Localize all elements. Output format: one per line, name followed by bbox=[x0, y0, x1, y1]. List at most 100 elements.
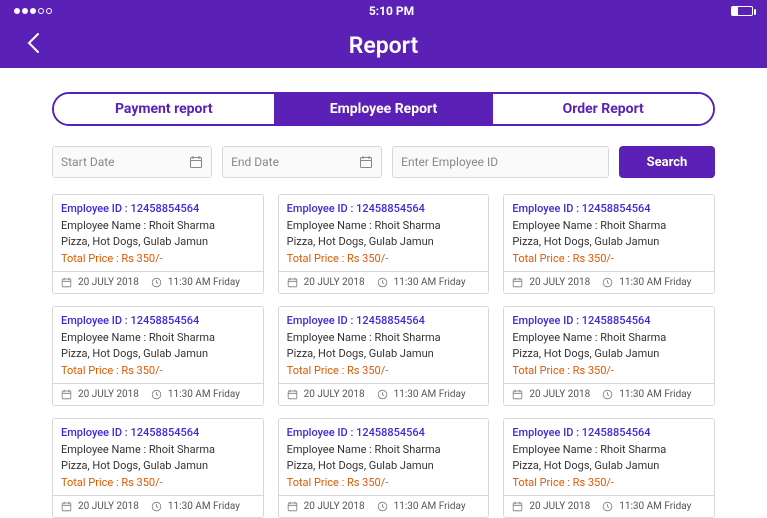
employee-id-line: Employee ID : 12458854564 bbox=[61, 201, 255, 218]
total-price-line: Total Price : Rs 350/- bbox=[287, 251, 481, 268]
calendar-icon bbox=[287, 277, 298, 288]
card-time: 11:30 AM Friday bbox=[394, 499, 466, 514]
items-line: Pizza, Hot Dogs, Gulab Jamun bbox=[61, 234, 255, 251]
calendar-icon bbox=[512, 389, 523, 400]
report-card[interactable]: Employee ID : 12458854564Employee Name :… bbox=[503, 418, 715, 518]
card-time: 11:30 AM Friday bbox=[168, 275, 240, 290]
employee-id-line: Employee ID : 12458854564 bbox=[512, 201, 706, 218]
card-date: 20 JULY 2018 bbox=[529, 499, 590, 514]
tab-order-report[interactable]: Order Report bbox=[493, 94, 713, 124]
total-price-line: Total Price : Rs 350/- bbox=[287, 475, 481, 492]
report-card[interactable]: Employee ID : 12458854564Employee Name :… bbox=[52, 194, 264, 294]
start-date-input[interactable]: Start Date bbox=[52, 146, 212, 178]
report-card[interactable]: Employee ID : 12458854564Employee Name :… bbox=[52, 306, 264, 406]
clock-icon bbox=[151, 501, 162, 512]
card-time: 11:30 AM Friday bbox=[168, 499, 240, 514]
card-date: 20 JULY 2018 bbox=[529, 387, 590, 402]
card-date: 20 JULY 2018 bbox=[304, 387, 365, 402]
card-footer: 20 JULY 2018 11:30 AM Friday bbox=[504, 383, 714, 405]
total-price-line: Total Price : Rs 350/- bbox=[287, 363, 481, 380]
items-line: Pizza, Hot Dogs, Gulab Jamun bbox=[61, 346, 255, 363]
items-line: Pizza, Hot Dogs, Gulab Jamun bbox=[287, 234, 481, 251]
report-card[interactable]: Employee ID : 12458854564Employee Name :… bbox=[278, 418, 490, 518]
card-body: Employee ID : 12458854564Employee Name :… bbox=[504, 195, 714, 271]
calendar-icon bbox=[287, 501, 298, 512]
card-body: Employee ID : 12458854564Employee Name :… bbox=[53, 195, 263, 271]
employee-name-line: Employee Name : Rhoit Sharma bbox=[287, 218, 481, 235]
employee-id-input[interactable]: Enter Employee ID bbox=[392, 146, 609, 178]
content-area: Payment report Employee Report Order Rep… bbox=[0, 68, 767, 518]
employee-name-line: Employee Name : Rhoit Sharma bbox=[512, 330, 706, 347]
page-title: Report bbox=[349, 32, 419, 59]
employee-id-line: Employee ID : 12458854564 bbox=[61, 313, 255, 330]
title-bar: Report bbox=[0, 22, 767, 68]
employee-id-line: Employee ID : 12458854564 bbox=[61, 425, 255, 442]
status-pager-dots bbox=[14, 8, 52, 14]
card-time: 11:30 AM Friday bbox=[394, 387, 466, 402]
calendar-icon bbox=[287, 389, 298, 400]
status-bar: 5:10 PM bbox=[0, 0, 767, 22]
card-date: 20 JULY 2018 bbox=[78, 387, 139, 402]
card-footer: 20 JULY 201811:30 AM Friday bbox=[53, 271, 263, 293]
report-card[interactable]: Employee ID : 12458854564Employee Name :… bbox=[503, 194, 715, 294]
report-card[interactable]: Employee ID : 12458854564Employee Name :… bbox=[52, 418, 264, 518]
back-button[interactable] bbox=[26, 32, 40, 59]
card-body: Employee ID : 12458854564Employee Name :… bbox=[53, 307, 263, 383]
clock-icon bbox=[602, 277, 613, 288]
clock-icon bbox=[377, 501, 388, 512]
employee-name-line: Employee Name : Rhoit Sharma bbox=[512, 218, 706, 235]
calendar-icon bbox=[189, 155, 203, 169]
card-body: Employee ID : 12458854564Employee Name :… bbox=[279, 419, 489, 495]
total-price-line: Total Price : Rs 350/- bbox=[61, 475, 255, 492]
end-date-input[interactable]: End Date bbox=[222, 146, 382, 178]
calendar-icon bbox=[359, 155, 373, 169]
employee-id-line: Employee ID : 12458854564 bbox=[287, 425, 481, 442]
employee-id-placeholder: Enter Employee ID bbox=[401, 155, 498, 169]
employee-name-line: Employee Name : Rhoit Sharma bbox=[287, 442, 481, 459]
end-date-placeholder: End Date bbox=[231, 155, 279, 169]
card-body: Employee ID : 12458854564Employee Name :… bbox=[504, 419, 714, 495]
card-time: 11:30 AM Friday bbox=[619, 499, 691, 514]
items-line: Pizza, Hot Dogs, Gulab Jamun bbox=[61, 458, 255, 475]
search-button[interactable]: Search bbox=[619, 146, 715, 178]
employee-name-line: Employee Name : Rhoit Sharma bbox=[287, 330, 481, 347]
clock-icon bbox=[602, 389, 613, 400]
employee-name-line: Employee Name : Rhoit Sharma bbox=[61, 442, 255, 459]
card-date: 20 JULY 2018 bbox=[304, 499, 365, 514]
report-card[interactable]: Employee ID : 12458854564Employee Name :… bbox=[278, 306, 490, 406]
total-price-line: Total Price : Rs 350/- bbox=[61, 251, 255, 268]
calendar-icon bbox=[512, 501, 523, 512]
clock-icon bbox=[151, 389, 162, 400]
card-footer: 20 JULY 201811:30 AM Friday bbox=[53, 495, 263, 517]
card-time: 11:30 AM Friday bbox=[619, 387, 691, 402]
card-footer: 20 JULY 2018 11:30 AM Friday bbox=[279, 271, 489, 293]
total-price-line: Total Price : Rs 350/- bbox=[61, 363, 255, 380]
items-line: Pizza, Hot Dogs, Gulab Jamun bbox=[512, 458, 706, 475]
start-date-placeholder: Start Date bbox=[61, 155, 115, 169]
total-price-line: Total Price : Rs 350/- bbox=[512, 251, 706, 268]
card-date: 20 JULY 2018 bbox=[304, 275, 365, 290]
clock-icon bbox=[377, 277, 388, 288]
card-time: 11:30 AM Friday bbox=[394, 275, 466, 290]
tab-payment-report[interactable]: Payment report bbox=[54, 94, 274, 124]
card-footer: 20 JULY 2018 11:30 AM Friday bbox=[279, 495, 489, 517]
chevron-left-icon bbox=[26, 32, 40, 54]
calendar-icon bbox=[61, 501, 72, 512]
card-footer: 20 JULY 2018 11:30 AM Friday bbox=[279, 383, 489, 405]
card-footer: 20 JULY 2018 11:30 AM Friday bbox=[504, 495, 714, 517]
card-body: Employee ID : 12458854564Employee Name :… bbox=[504, 307, 714, 383]
card-footer: 20 JULY 201811:30 AM Friday bbox=[53, 383, 263, 405]
report-card[interactable]: Employee ID : 12458854564Employee Name :… bbox=[278, 194, 490, 294]
tab-employee-report[interactable]: Employee Report bbox=[274, 94, 494, 124]
card-footer: 20 JULY 201811:30 AM Friday bbox=[504, 271, 714, 293]
calendar-icon bbox=[61, 277, 72, 288]
total-price-line: Total Price : Rs 350/- bbox=[512, 363, 706, 380]
report-card[interactable]: Employee ID : 12458854564Employee Name :… bbox=[503, 306, 715, 406]
employee-id-line: Employee ID : 12458854564 bbox=[512, 425, 706, 442]
report-grid: Employee ID : 12458854564Employee Name :… bbox=[52, 194, 715, 518]
items-line: Pizza, Hot Dogs, Gulab Jamun bbox=[512, 234, 706, 251]
card-time: 11:30 AM Friday bbox=[619, 275, 691, 290]
employee-name-line: Employee Name : Rhoit Sharma bbox=[61, 330, 255, 347]
card-body: Employee ID : 12458854564Employee Name :… bbox=[53, 419, 263, 495]
total-price-line: Total Price : Rs 350/- bbox=[512, 475, 706, 492]
